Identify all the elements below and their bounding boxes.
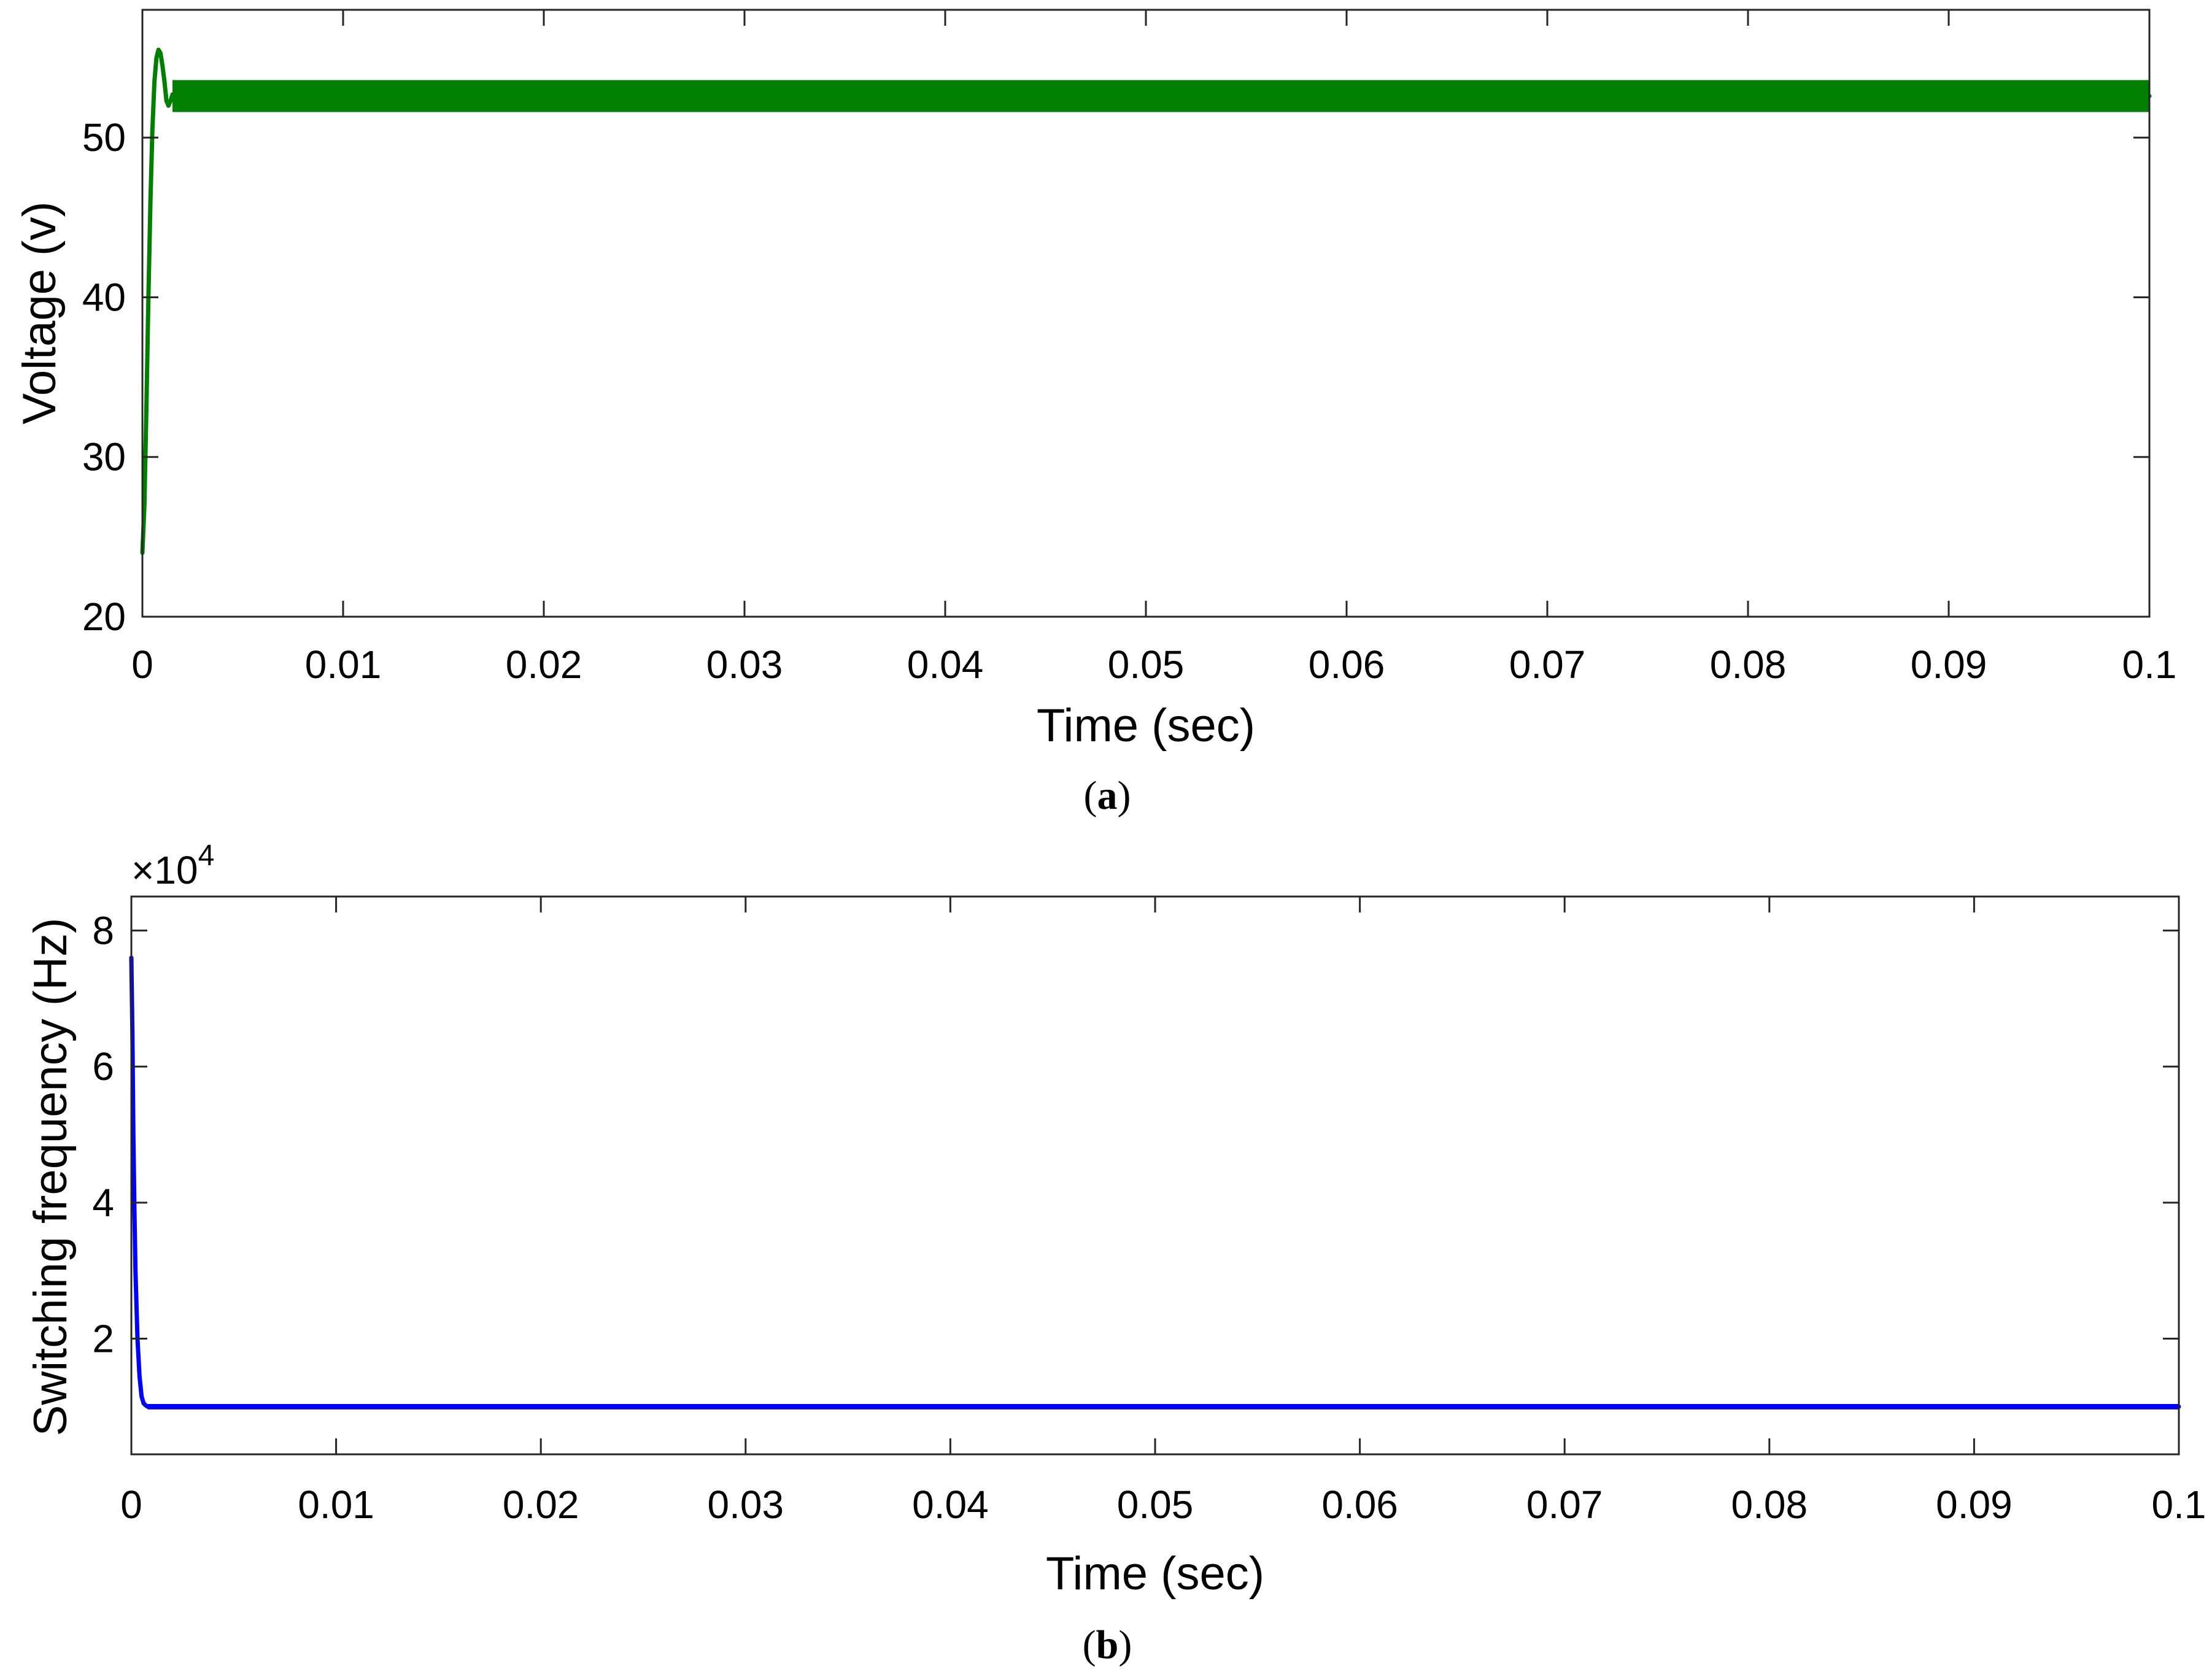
chart-a-ytick-label: 50 bbox=[82, 115, 126, 160]
chart-b-xtick-label: 0.06 bbox=[1321, 1483, 1398, 1527]
chart-a-caption: (a) bbox=[1084, 773, 1131, 818]
chart-b-caption: (b) bbox=[1083, 1622, 1132, 1667]
chart-b-multiplier-exponent: 4 bbox=[198, 839, 215, 872]
chart-b-ytick-label: 2 bbox=[92, 1317, 114, 1361]
chart-b-xtick-label: 0.05 bbox=[1117, 1483, 1194, 1527]
chart-a-xtick-label: 0.01 bbox=[305, 642, 382, 687]
chart-b-multiplier-base: ×10 bbox=[131, 848, 198, 892]
chart-a-ytick-label: 40 bbox=[82, 275, 126, 319]
chart-a-series bbox=[140, 47, 2152, 555]
chart-b-xlabel: Time (sec) bbox=[1046, 1548, 1264, 1600]
chart-b-multiplier: ×104 bbox=[131, 839, 214, 892]
chart-b-panel-label: b bbox=[1096, 1622, 1119, 1667]
chart-b-ytick-label: 8 bbox=[92, 908, 114, 952]
chart-a-panel-label: a bbox=[1097, 773, 1118, 818]
chart-b-series-0-line bbox=[129, 955, 2181, 1409]
chart-a-xtick-label: 0.04 bbox=[907, 642, 984, 687]
chart-b-series bbox=[129, 955, 2181, 1410]
chart-b-xtick-label: 0.1 bbox=[2152, 1483, 2206, 1527]
chart-b-xtick-label: 0 bbox=[120, 1483, 142, 1527]
chart-b-xtick-label: 0.01 bbox=[298, 1483, 374, 1527]
chart-a-xtick-label: 0.08 bbox=[1710, 642, 1787, 687]
chart-b-xtick-label: 0.04 bbox=[912, 1483, 989, 1527]
chart-a-xtick-label: 0.1 bbox=[2122, 642, 2177, 687]
chart-a-ytick-label: 20 bbox=[82, 595, 126, 639]
chart-b-ytick-label: 6 bbox=[92, 1044, 114, 1089]
chart-b: 0 0.01 0.02 0.03 0.04 0.05 0.06 0.07 0.08 0.09 0.1… bbox=[25, 839, 2206, 1667]
chart-b-xticks: 0 0.01 0.02 0.03 0.04 0.05 0.06 0.07 0.08 0.09 0.1 bbox=[120, 897, 2206, 1527]
chart-a: 0 0.01 0.02 0.03 0.04 0.05 0.06 0.07 0.08 0.09 0.1… bbox=[14, 9, 2176, 818]
chart-a-xtick-label: 0.05 bbox=[1108, 642, 1185, 687]
chart-b-frame bbox=[130, 895, 2180, 1456]
chart-a-yticks: 20 30 40 50 bbox=[82, 115, 2149, 639]
chart-a-xtick-label: 0.06 bbox=[1309, 642, 1385, 687]
chart-b-xtick-label: 0.03 bbox=[708, 1483, 784, 1527]
chart-a-xtick-label: 0.09 bbox=[1911, 642, 1987, 687]
chart-a-xlabel: Time (sec) bbox=[1037, 700, 1255, 752]
chart-a-ytick-label: 30 bbox=[82, 435, 126, 479]
chart-a-xticks: 0 0.01 0.02 0.03 0.04 0.05 0.06 0.07 0.08 0.09 0.1 bbox=[131, 10, 2176, 687]
chart-b-xtick-label: 0.09 bbox=[1936, 1483, 2013, 1527]
chart-b-xtick-label: 0.08 bbox=[1731, 1483, 1808, 1527]
chart-a-ylabel: Voltage (v) bbox=[14, 201, 66, 424]
chart-b-ytick-label: 4 bbox=[92, 1181, 114, 1225]
chart-b-xtick-label: 0.02 bbox=[503, 1483, 579, 1527]
chart-a-xtick-label: 0 bbox=[131, 642, 153, 687]
chart-a-xtick-label: 0.02 bbox=[506, 642, 582, 687]
chart-a-xtick-label: 0.07 bbox=[1509, 642, 1586, 687]
chart-b-xtick-label: 0.07 bbox=[1526, 1483, 1603, 1527]
chart-a-series-0-line bbox=[140, 47, 2152, 555]
chart-b-yticks: 2 4 6 8 bbox=[92, 908, 2179, 1361]
chart-b-ylabel: Switching frequency (Hz) bbox=[25, 918, 77, 1437]
chart-a-xtick-label: 0.03 bbox=[706, 642, 783, 687]
